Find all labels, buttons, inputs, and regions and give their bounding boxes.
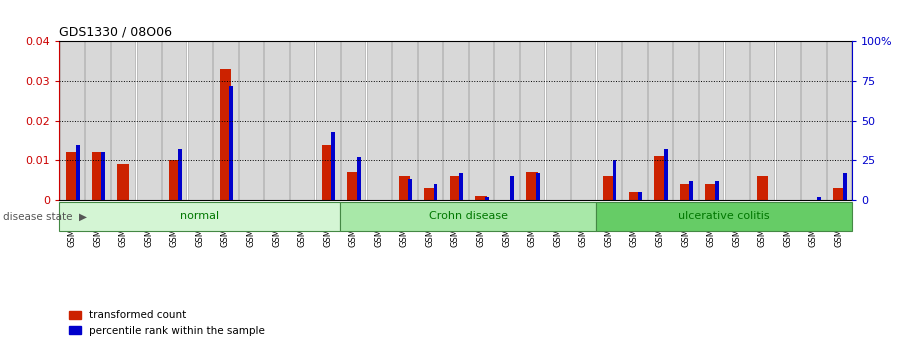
Bar xyxy=(699,41,723,200)
Bar xyxy=(169,160,180,200)
Bar xyxy=(239,41,263,200)
Bar xyxy=(673,41,698,200)
Bar xyxy=(92,152,103,200)
Bar xyxy=(715,181,719,200)
Bar xyxy=(476,196,486,200)
Bar xyxy=(750,41,774,200)
Bar xyxy=(597,41,621,200)
Bar xyxy=(434,184,437,200)
Bar xyxy=(137,41,161,200)
Bar xyxy=(425,188,435,200)
Bar xyxy=(162,41,187,200)
Bar xyxy=(393,41,416,200)
Bar xyxy=(450,176,461,200)
Bar xyxy=(111,41,135,200)
Bar xyxy=(418,41,442,200)
Bar xyxy=(347,172,359,200)
Bar xyxy=(843,173,846,200)
Bar xyxy=(264,41,289,200)
Bar xyxy=(469,41,493,200)
Bar xyxy=(366,41,391,200)
Bar xyxy=(315,41,340,200)
Bar xyxy=(444,41,467,200)
Text: normal: normal xyxy=(180,211,220,221)
Bar xyxy=(332,132,335,200)
Bar xyxy=(86,41,109,200)
Bar xyxy=(802,41,825,200)
Bar xyxy=(220,69,231,200)
Bar xyxy=(756,176,768,200)
Bar xyxy=(213,41,238,200)
Bar xyxy=(834,188,844,200)
Bar xyxy=(67,152,77,200)
Bar xyxy=(101,152,105,200)
Bar xyxy=(827,41,851,200)
Bar xyxy=(178,149,182,200)
Bar xyxy=(639,192,642,200)
Bar xyxy=(408,179,412,200)
Bar xyxy=(705,184,717,200)
Bar xyxy=(399,176,410,200)
Text: GDS1330 / 08O06: GDS1330 / 08O06 xyxy=(59,26,172,39)
Bar xyxy=(664,149,668,200)
Bar xyxy=(724,41,749,200)
Bar xyxy=(629,192,640,200)
Bar xyxy=(527,172,538,200)
Bar xyxy=(188,41,212,200)
Bar xyxy=(229,86,233,200)
Bar xyxy=(76,145,79,200)
Bar xyxy=(690,181,693,200)
Legend: transformed count, percentile rank within the sample: transformed count, percentile rank withi… xyxy=(65,306,270,340)
Text: disease state  ▶: disease state ▶ xyxy=(3,211,87,221)
Bar xyxy=(459,173,463,200)
Text: Crohn disease: Crohn disease xyxy=(429,211,507,221)
Bar xyxy=(341,41,365,200)
Bar xyxy=(322,145,333,200)
Bar xyxy=(290,41,314,200)
Bar xyxy=(622,41,647,200)
Bar xyxy=(680,184,691,200)
Bar xyxy=(612,160,617,200)
Bar xyxy=(603,176,615,200)
Bar xyxy=(536,173,539,200)
Bar xyxy=(817,197,821,200)
Bar xyxy=(520,41,545,200)
Bar xyxy=(546,41,570,200)
Bar xyxy=(776,41,800,200)
Bar xyxy=(571,41,596,200)
Bar xyxy=(654,156,666,200)
Text: ulcerative colitis: ulcerative colitis xyxy=(678,211,770,221)
Bar xyxy=(60,41,84,200)
Bar xyxy=(648,41,672,200)
Bar xyxy=(510,176,514,200)
Bar xyxy=(357,157,361,200)
Bar xyxy=(495,41,518,200)
Bar xyxy=(485,197,488,200)
Bar xyxy=(118,164,128,200)
